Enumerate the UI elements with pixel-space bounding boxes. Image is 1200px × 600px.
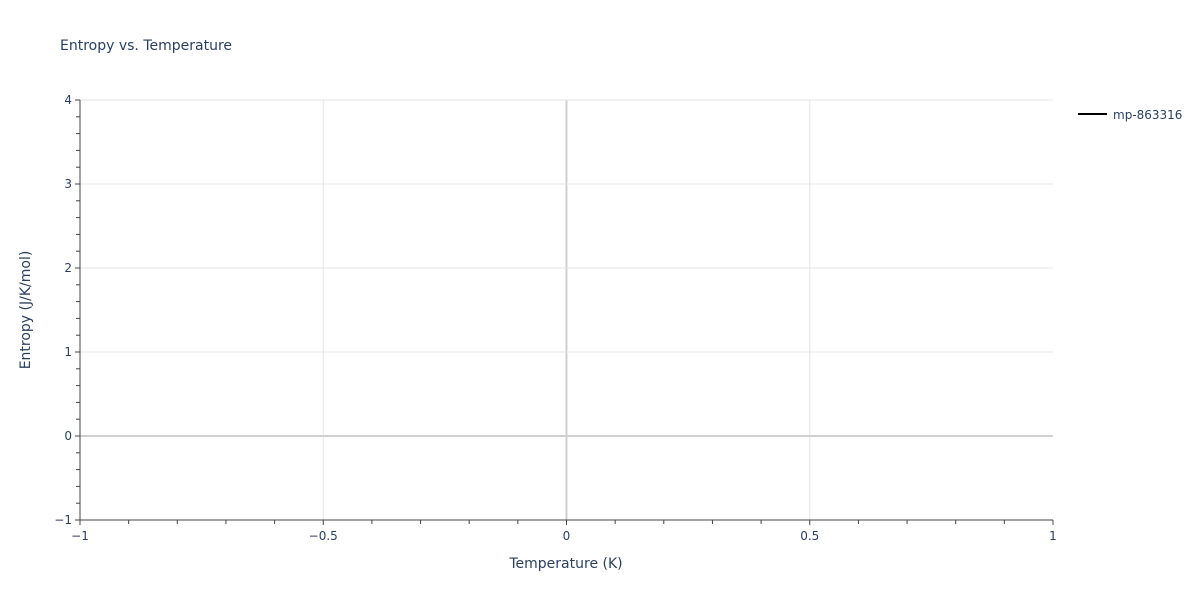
x-axis-label: Temperature (K) xyxy=(508,556,622,572)
y-tick-label: −1 xyxy=(54,513,72,527)
legend-label-mp-863316: mp-863316 xyxy=(1113,108,1182,122)
x-tick-label: 0 xyxy=(563,529,571,543)
y-tick-label: 2 xyxy=(64,261,72,275)
gridlines xyxy=(80,99,1053,520)
x-tick-label: −0.5 xyxy=(309,529,338,543)
y-tick-label: 0 xyxy=(64,429,72,443)
y-tick-label: 1 xyxy=(64,345,72,359)
x-tick-label: 0.5 xyxy=(800,529,819,543)
axes: −1 −0.5 0 0.5 1 −1 0 1 2 3 4 xyxy=(54,93,1057,543)
legend[interactable]: mp-863316 xyxy=(1078,108,1182,122)
y-tick-label: 3 xyxy=(64,177,72,191)
x-tick-label: 1 xyxy=(1049,529,1057,543)
y-axis-label: Entropy (J/K/mol) xyxy=(18,251,34,370)
chart-title: Entropy vs. Temperature xyxy=(60,38,232,54)
x-tick-label: −1 xyxy=(71,529,89,543)
y-tick-label: 4 xyxy=(64,93,72,107)
